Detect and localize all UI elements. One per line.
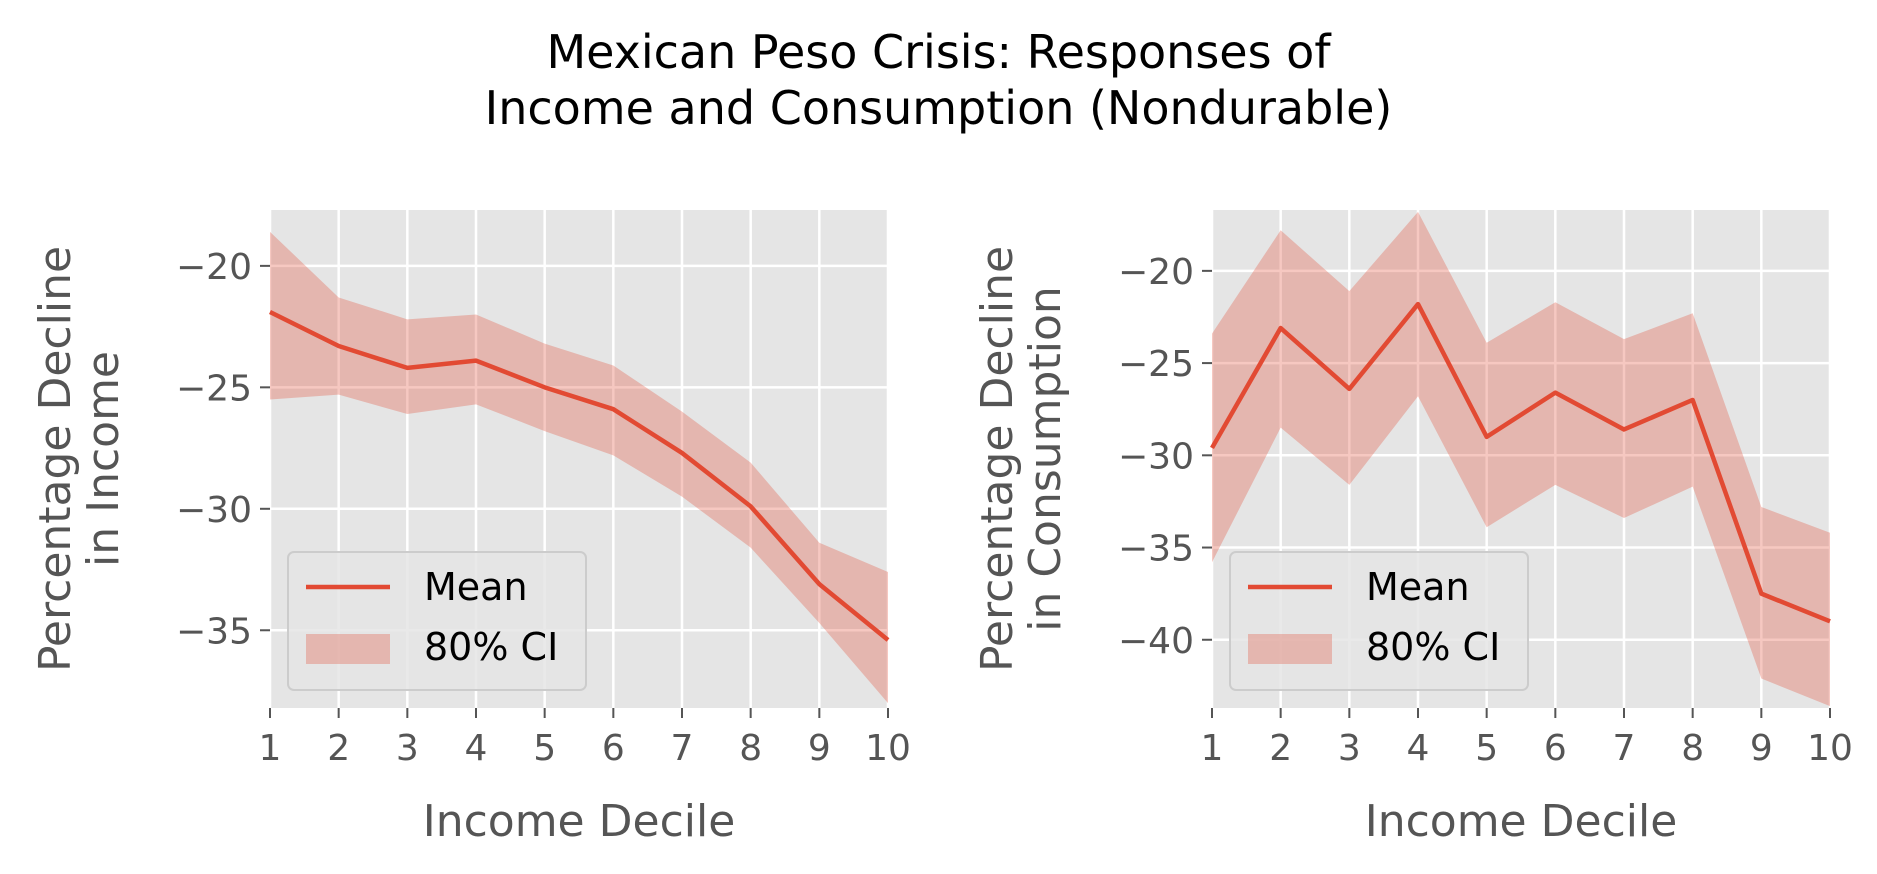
- x-tick-label: 3: [396, 728, 419, 769]
- figure-title: Mexican Peso Crisis: Responses of Income…: [0, 24, 1877, 136]
- x-tick-label: 4: [1407, 728, 1430, 769]
- legend-ci-label: 80% CI: [424, 625, 558, 669]
- legend: Mean 80% CI: [1229, 551, 1529, 691]
- x-tick-label: 9: [1750, 728, 1773, 769]
- legend-ci-swatch: [1248, 634, 1332, 664]
- y-tick-label: −20: [176, 247, 252, 288]
- x-tick-label: 5: [533, 728, 556, 769]
- x-axis-label: Income Decile: [1365, 796, 1678, 847]
- x-tick-label: 10: [865, 728, 911, 769]
- x-tick-label: 1: [259, 728, 282, 769]
- x-tick-label: 7: [671, 728, 694, 769]
- y-tick-label: −30: [176, 490, 252, 531]
- x-tick-label: 9: [808, 728, 831, 769]
- y-tick-label: −35: [176, 611, 252, 652]
- x-tick-label: 2: [327, 728, 350, 769]
- y-tick-label: −25: [1118, 344, 1194, 385]
- legend: Mean 80% CI: [287, 551, 587, 691]
- chart-panel-1: 1 2 3 4 5 6 7 8 9 10 −20 −25 −30 −35 Income Decile Perc…: [30, 210, 911, 847]
- legend-mean-label: Mean: [1366, 565, 1470, 609]
- x-tick-label: 5: [1475, 728, 1498, 769]
- y-axis-label-line-1: Percentage Decline: [972, 246, 1023, 672]
- y-tick-label: −30: [1118, 436, 1194, 477]
- y-tick-label: −25: [176, 368, 252, 409]
- x-tick-label: 1: [1201, 728, 1224, 769]
- legend-ci-swatch: [306, 634, 390, 664]
- y-axis-label-line-1: Percentage Decline: [30, 246, 81, 672]
- x-tick-label: 8: [739, 728, 762, 769]
- mean-line: [1210, 301, 1831, 624]
- figure-title-line-2: Income and Consumption (Nondurable): [484, 81, 1393, 135]
- y-axis-label-line-2: in Consumption: [1020, 286, 1071, 632]
- chart-panel-2: 1 2 3 4 5 6 7 8 9 10 −20 −25 −30 −35 −40 Income Decile P…: [972, 210, 1853, 847]
- y-tick-label: −40: [1118, 621, 1194, 662]
- y-tick-label: −35: [1118, 529, 1194, 570]
- mean-line: [269, 310, 890, 642]
- y-axis-label: Percentage Declinein Consumption: [972, 246, 1071, 672]
- x-axis-label: Income Decile: [423, 796, 736, 847]
- y-axis-label: Percentage Declinein Income: [30, 246, 129, 672]
- x-tick-label: 6: [1544, 728, 1567, 769]
- legend-ci-label: 80% CI: [1366, 625, 1500, 669]
- x-tick-label: 2: [1269, 728, 1292, 769]
- x-tick-label: 8: [1681, 728, 1704, 769]
- figure-title-line-1: Mexican Peso Crisis: Responses of: [546, 25, 1331, 79]
- x-tick-label: 10: [1807, 728, 1853, 769]
- legend-mean-label: Mean: [424, 565, 528, 609]
- x-tick-label: 6: [602, 728, 625, 769]
- x-tick-label: 4: [465, 728, 488, 769]
- y-tick-label: −20: [1118, 252, 1194, 293]
- ci-band: [270, 231, 888, 704]
- x-tick-label: 3: [1338, 728, 1361, 769]
- x-tick-label: 7: [1613, 728, 1636, 769]
- y-axis-label-line-2: in Income: [78, 351, 129, 567]
- ci-band: [1212, 211, 1830, 707]
